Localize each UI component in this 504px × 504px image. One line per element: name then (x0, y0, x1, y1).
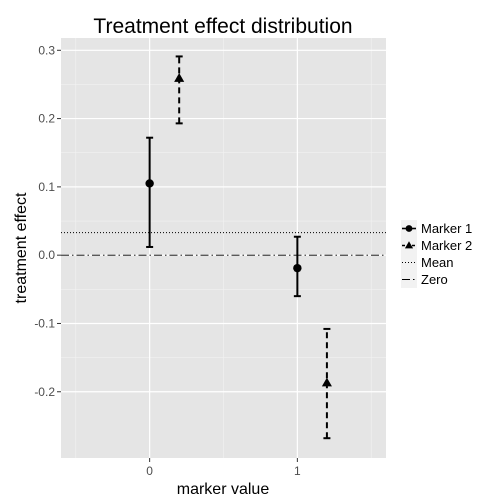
y-tick-label: -0.1 (34, 316, 55, 330)
y-tick-label: 0.3 (38, 43, 55, 57)
reference-lines (61, 232, 386, 256)
legend: Marker 1 Marker 2 Mean Zero (401, 220, 472, 288)
y-axis-ticks: -0.2 -0.1 0.0 0.1 0.2 0.3 (34, 43, 61, 399)
y-tick-label: 0.2 (38, 112, 55, 126)
data-point-triangle (174, 73, 185, 82)
x-tick-label: 1 (294, 464, 301, 478)
y-axis-label: treatment effect (13, 192, 30, 303)
legend-key-mean (401, 254, 417, 271)
x-tick-label: 0 (146, 464, 153, 478)
series-marker-2 (174, 55, 332, 440)
data-marks (145, 55, 332, 440)
legend-label: Zero (421, 272, 448, 287)
legend-label: Marker 2 (421, 238, 472, 253)
legend-key-marker-2 (401, 237, 417, 254)
series-marker-1 (145, 136, 302, 298)
legend-label: Marker 1 (421, 221, 472, 236)
y-tick-label: -0.2 (34, 385, 55, 399)
data-point-circle (293, 263, 302, 273)
legend-label: Mean (421, 255, 454, 270)
legend-key-zero (401, 271, 417, 288)
x-axis-label: marker value (177, 481, 270, 498)
data-point-circle (145, 179, 154, 188)
y-tick-label: 0.0 (38, 248, 55, 262)
legend-key-marker-1 (401, 220, 417, 237)
chart-title: Treatment effect distribution (93, 15, 352, 38)
data-point-triangle (321, 377, 332, 387)
legend-key-marker (405, 225, 413, 232)
legend-key-marker (404, 241, 414, 249)
y-tick-label: 0.1 (38, 180, 55, 194)
